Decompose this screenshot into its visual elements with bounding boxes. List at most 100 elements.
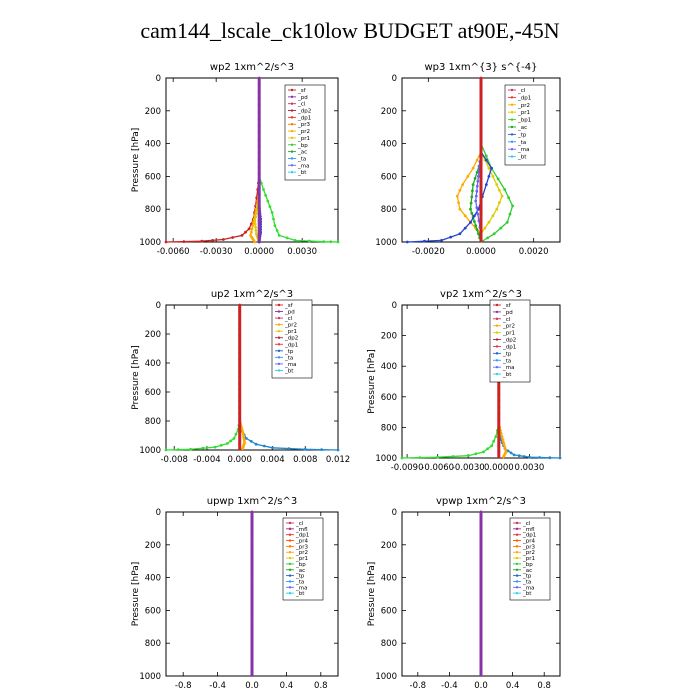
series-marker	[461, 183, 464, 187]
series-marker	[249, 234, 253, 237]
series-marker	[497, 405, 501, 409]
legend-entry: _pr3	[522, 544, 536, 550]
x-tick-label: -0.0030	[200, 247, 233, 257]
series-marker	[257, 144, 261, 148]
series-marker	[257, 185, 261, 189]
legend-marker	[277, 343, 281, 346]
legend-marker	[510, 96, 514, 99]
series-marker	[262, 188, 265, 191]
series-marker	[238, 400, 242, 404]
series-marker	[254, 229, 258, 232]
series-marker	[240, 234, 244, 237]
y-tick-label: 200	[381, 541, 397, 551]
legend-entry: _ma	[297, 163, 309, 169]
series-marker	[253, 219, 257, 223]
series-marker	[479, 76, 483, 80]
series-marker	[500, 435, 504, 438]
panel-title: vpwp 1xm^2/s^3	[436, 496, 526, 507]
plot-frame	[165, 304, 339, 451]
series-marker	[449, 235, 453, 239]
series-marker	[272, 217, 275, 221]
x-tick-label: 0.0020	[519, 247, 549, 257]
series-marker	[250, 544, 254, 548]
series-marker	[257, 124, 261, 128]
series-marker	[486, 236, 489, 240]
series-marker	[487, 220, 491, 224]
series-marker	[238, 358, 242, 361]
legend-marker	[495, 317, 499, 321]
legend-marker	[277, 349, 281, 353]
series-marker	[213, 445, 217, 449]
legend-marker	[515, 574, 519, 577]
legend-entry: _pd	[284, 310, 295, 316]
legend-entry: _bt	[284, 368, 294, 374]
legend-marker	[510, 148, 514, 151]
series-marker	[247, 227, 251, 231]
series-marker	[463, 214, 467, 218]
series-marker	[479, 565, 483, 569]
series-marker	[238, 442, 242, 446]
series-marker	[257, 158, 261, 162]
legend-entry: _tp	[284, 349, 294, 355]
series-marker	[502, 443, 506, 446]
legend-marker	[277, 356, 281, 359]
series-marker	[479, 531, 483, 534]
legend-entry: _bt	[522, 591, 532, 597]
x-tick-label: 0.0000	[244, 247, 274, 257]
series-marker	[469, 207, 472, 211]
series-marker	[479, 158, 483, 162]
x-tick-label: 0.004	[260, 455, 284, 465]
series-marker	[473, 177, 477, 180]
legend-entry: _tp	[522, 574, 532, 580]
legend-marker	[495, 303, 499, 307]
series-marker	[484, 183, 488, 187]
y-tick-label: 800	[381, 423, 397, 433]
legend-marker	[290, 109, 294, 112]
series-marker	[479, 578, 483, 582]
series-marker	[479, 103, 483, 107]
y-tick-label: 0	[156, 74, 161, 84]
series-marker	[250, 619, 254, 623]
series-marker	[496, 177, 500, 181]
y-tick-label: 600	[381, 172, 397, 182]
series-marker	[498, 201, 501, 205]
panel-title: wp2 1xm^2/s^3	[210, 62, 294, 73]
legend-marker	[290, 95, 294, 99]
y-tick-label: 0	[156, 301, 161, 311]
legend-entry: _dp2	[284, 336, 298, 342]
series-marker	[497, 450, 501, 453]
series-marker	[303, 447, 307, 451]
series-marker	[189, 447, 193, 451]
legend-entry: _ac	[517, 125, 527, 131]
series-marker	[479, 524, 483, 528]
x-tick-label: -0.8	[410, 681, 427, 691]
series-marker	[254, 225, 257, 229]
series-marker	[250, 626, 254, 630]
chart-panel-3: up2 1xm^2/s^3 Pressure [hPa] 0 200 400 600 800…	[131, 289, 350, 465]
series-marker	[479, 544, 483, 548]
series-marker	[492, 439, 496, 443]
series-marker	[479, 83, 483, 87]
legend-entry: _pd	[502, 310, 513, 316]
legend-marker	[515, 545, 519, 548]
series-marker	[479, 165, 483, 169]
series-marker	[273, 224, 277, 228]
series-marker	[479, 640, 483, 644]
series-marker	[486, 447, 489, 451]
y-tick-label: 200	[145, 107, 161, 117]
legend-marker	[515, 580, 519, 583]
legend-marker	[290, 170, 294, 174]
legend-entry: _dp1	[522, 533, 536, 539]
series-marker	[257, 97, 261, 100]
y-tick-label: 200	[381, 332, 397, 342]
series-marker	[479, 213, 483, 217]
series-marker	[479, 151, 483, 155]
series-marker	[164, 240, 168, 244]
legend-marker	[277, 323, 281, 326]
series-marker	[458, 188, 462, 192]
legend-entry: _ta	[502, 358, 511, 364]
series-marker	[479, 558, 483, 562]
y-tick-label: 200	[145, 330, 161, 340]
series-marker	[275, 229, 279, 232]
legend-marker	[515, 591, 519, 595]
